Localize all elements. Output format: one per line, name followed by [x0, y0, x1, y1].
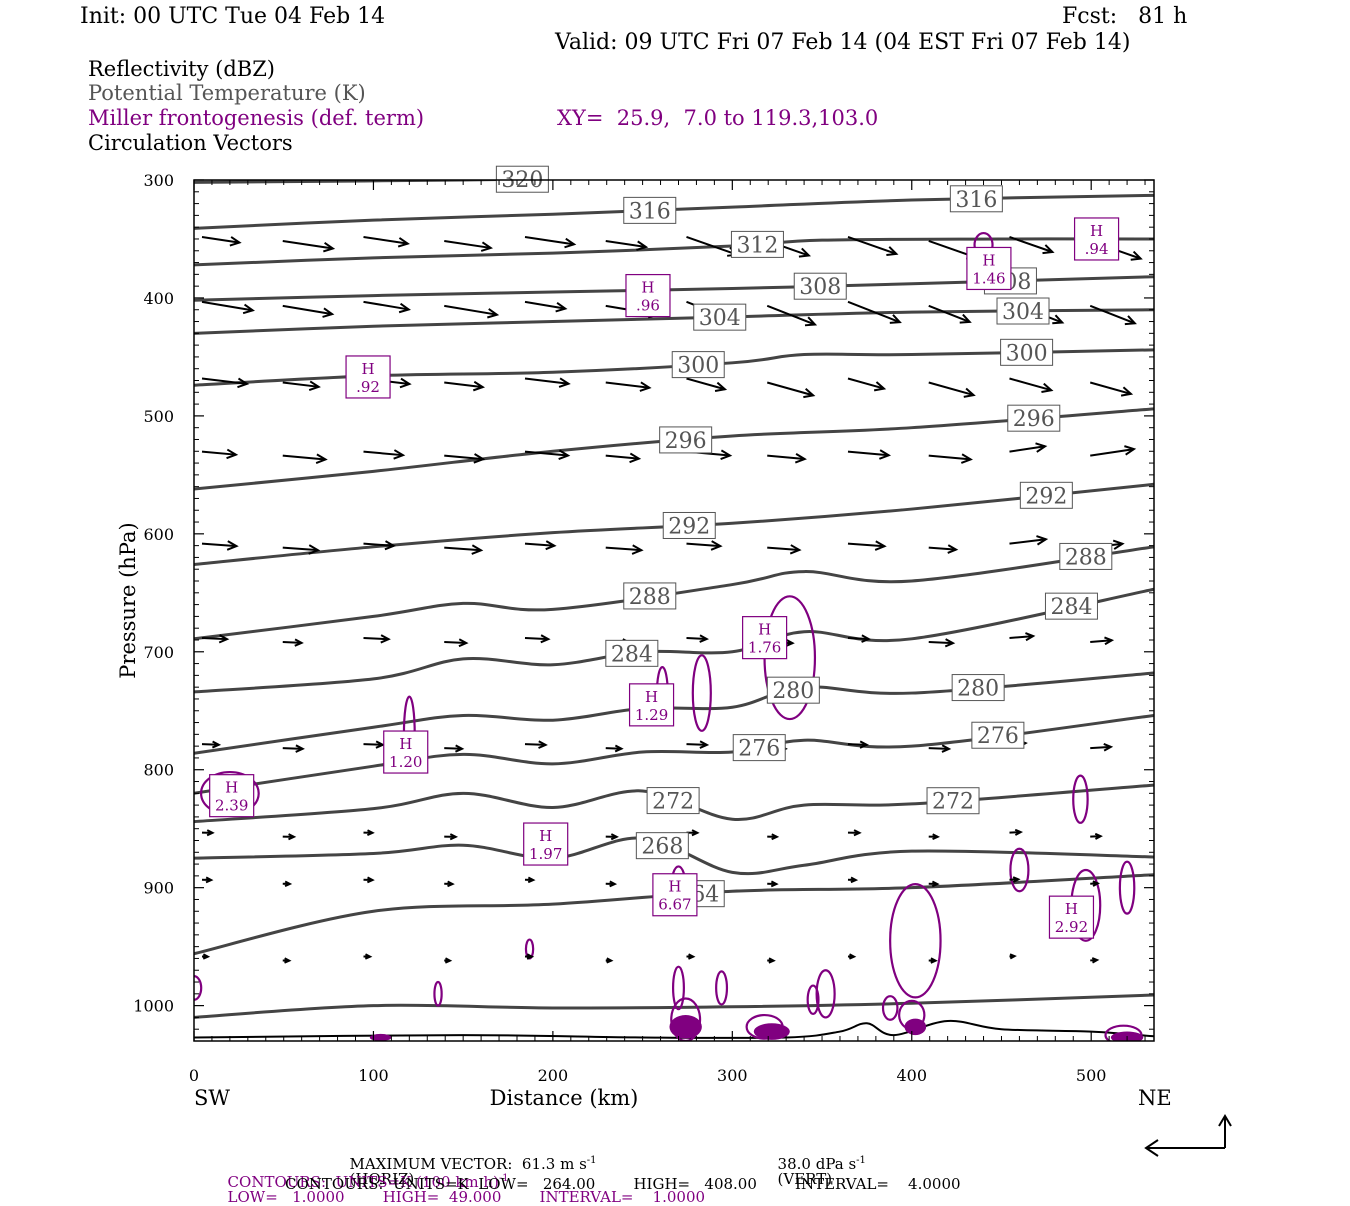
miller-fill-1 — [669, 1015, 701, 1039]
x-tick-label-500: 500 — [1076, 1066, 1107, 1085]
y-axis-label: Pressure (hPa) — [116, 522, 140, 678]
theta-label-268: 268 — [641, 835, 683, 860]
miller-max-value-5: 1.20 — [389, 753, 422, 771]
theta-label-276: 276 — [977, 724, 1019, 749]
vector-shaft-0-1 — [283, 241, 333, 249]
endpoint-ne: NE — [1138, 1086, 1172, 1110]
y-tick-label-1000: 1000 — [133, 997, 174, 1016]
x-tick-label-100: 100 — [358, 1066, 389, 1085]
miller-max-h-10: H — [668, 878, 681, 896]
miller-max-value-6: 1.29 — [635, 706, 668, 724]
max-vector-vert-sup: -1 — [856, 1155, 866, 1166]
theta-label-304: 304 — [1002, 300, 1044, 325]
vector-shaft-1-9 — [929, 306, 970, 322]
miller-max-h-8: H — [225, 779, 238, 797]
theta-label-300: 300 — [677, 354, 719, 379]
miller-max-h-7: H — [758, 621, 771, 639]
theta-label-308: 308 — [799, 275, 841, 300]
miller-max-value-7: 1.76 — [748, 639, 781, 657]
theta-label-280: 280 — [772, 679, 814, 704]
miller-contour-9 — [1073, 776, 1087, 823]
miller-max-value-11: 2.92 — [1055, 918, 1088, 936]
miller-max-h-1: H — [362, 360, 375, 378]
theta-label-316: 316 — [955, 188, 997, 213]
miller-fill-2 — [754, 1023, 790, 1040]
theta-label-312: 312 — [736, 233, 778, 258]
theta-label-296: 296 — [1013, 407, 1055, 432]
contours-theta: CONTOURS: UNITS=K LOW= 264.00 HIGH= 408.… — [285, 1177, 961, 1192]
miller-contour-16 — [434, 982, 441, 1006]
miller-max-value-9: 1.97 — [529, 845, 562, 863]
y-tick-label-900: 900 — [143, 879, 174, 898]
vector-shaft-0-4 — [525, 237, 574, 244]
x-tick-label-0: 0 — [189, 1066, 199, 1085]
y-tick-label-400: 400 — [143, 289, 174, 308]
y-tick-label-300: 300 — [143, 171, 174, 190]
miller-max-value-4: .94 — [1085, 240, 1109, 258]
miller-contour-14 — [716, 971, 727, 1004]
miller-max-value-2: .96 — [636, 297, 660, 315]
x-axis-label: Distance (km) — [490, 1086, 639, 1110]
miller-max-h-4: H — [1090, 222, 1103, 240]
endpoint-sw: SW — [194, 1086, 230, 1110]
miller-max-value-3: 1.46 — [972, 269, 1005, 287]
miller-contour-20 — [883, 996, 897, 1020]
theta-label-272: 272 — [932, 790, 974, 815]
theta-label-316: 316 — [629, 199, 671, 224]
theta-label-288: 288 — [1065, 545, 1107, 570]
miller-contour-18 — [817, 970, 835, 1017]
miller-max-h-9: H — [539, 827, 552, 845]
theta-label-292: 292 — [668, 514, 710, 539]
theta-label-288: 288 — [629, 585, 671, 610]
miller-max-h-5: H — [399, 735, 412, 753]
miller-contour-11 — [1010, 849, 1028, 891]
theta-label-304: 304 — [699, 306, 741, 331]
theta-label-284: 284 — [1050, 595, 1092, 620]
theta-label-296: 296 — [665, 429, 707, 454]
y-tick-label-700: 700 — [143, 643, 174, 662]
x-tick-label-300: 300 — [717, 1066, 748, 1085]
x-tick-label-200: 200 — [538, 1066, 569, 1085]
theta-label-272: 272 — [652, 790, 694, 815]
miller-max-value-10: 6.67 — [658, 896, 691, 914]
miller-max-value-8: 2.39 — [215, 797, 248, 815]
miller-max-h-3: H — [982, 251, 995, 269]
y-tick-label-800: 800 — [143, 761, 174, 780]
y-tick-label-600: 600 — [143, 525, 174, 544]
miller-max-h-11: H — [1065, 900, 1078, 918]
miller-contour-8 — [890, 884, 940, 997]
miller-max-h-6: H — [645, 688, 658, 706]
miller-max-h-2: H — [641, 279, 654, 297]
miller-fill-3 — [905, 1019, 927, 1036]
theta-label-300: 300 — [1006, 341, 1048, 366]
miller-max-value-1: .92 — [356, 378, 380, 396]
theta-label-280: 280 — [957, 677, 999, 702]
theta-label-284: 284 — [611, 642, 653, 667]
x-tick-label-400: 400 — [896, 1066, 927, 1085]
theta-label-276: 276 — [738, 737, 780, 762]
miller-contour-12 — [1120, 862, 1134, 914]
y-tick-label-500: 500 — [143, 407, 174, 426]
theta-label-292: 292 — [1025, 484, 1067, 509]
miller-contour-4 — [693, 655, 711, 731]
